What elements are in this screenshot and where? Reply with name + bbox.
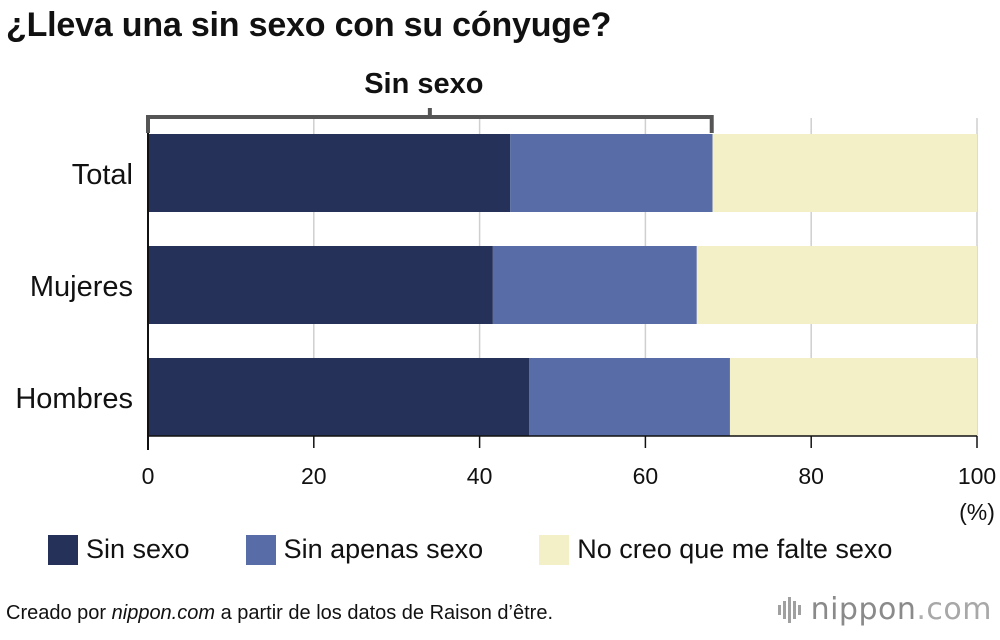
bar-hombres-series-1 xyxy=(529,358,730,436)
legend-swatch-0 xyxy=(48,534,78,565)
legend-label-2: No creo que me falte sexo xyxy=(577,534,893,564)
category-label-mujeres: Mujeres xyxy=(30,271,133,303)
legend-label-0: Sin sexo xyxy=(86,534,190,564)
source-suffix: a partir de los datos de Raison d’être. xyxy=(215,602,553,624)
x-tick-label-80: 80 xyxy=(798,463,824,489)
x-tick-label-0: 0 xyxy=(142,463,155,489)
legend-item-0: Sin sexo xyxy=(48,534,190,565)
bar-total-series-2 xyxy=(712,134,977,212)
chart-title: ¿Lleva una sin sexo con su cónyuge? xyxy=(6,6,612,44)
legend-swatch-1 xyxy=(245,534,276,565)
annotation-bracket xyxy=(146,115,714,133)
bar-total-series-0 xyxy=(148,134,511,212)
x-tick-label-100: 100 xyxy=(958,463,996,489)
annotation-label: Sin sexo xyxy=(364,68,483,100)
logo-dot: . xyxy=(916,592,927,627)
bar-hombres-series-2 xyxy=(729,358,977,436)
logo-tld: com xyxy=(926,592,992,627)
source-site: nippon.com xyxy=(111,602,216,624)
legend-item-2: No creo que me falte sexo xyxy=(539,534,892,565)
legend-item-1: Sin apenas sexo xyxy=(245,534,484,565)
bar-mujeres-series-2 xyxy=(696,246,977,324)
x-tick-label-40: 40 xyxy=(467,463,493,489)
legend-swatch-2 xyxy=(539,534,570,565)
logo-name: nippon xyxy=(810,592,917,627)
chart-legend: Sin sexo Sin apenas sexo No creo que me fa… xyxy=(48,534,948,565)
logo-bars-icon xyxy=(777,596,803,624)
source-prefix: Creado por xyxy=(6,602,112,624)
source-note: Creado por nippon.com a partir de los da… xyxy=(6,602,553,625)
category-label-total: Total xyxy=(72,159,133,191)
bar-mujeres-series-1 xyxy=(492,246,697,324)
bar-mujeres-series-0 xyxy=(148,246,493,324)
category-label-hombres: Hombres xyxy=(15,383,133,415)
chart-plot: Total Mujeres Hombres 0 20 40 60 80 100 (%) Sin se… xyxy=(15,68,996,525)
bar-hombres-series-0 xyxy=(148,358,530,436)
bar-total-series-1 xyxy=(510,134,713,212)
nippon-logo: nippon. com xyxy=(777,592,992,627)
legend-label-1: Sin apenas sexo xyxy=(283,534,484,564)
x-unit-label: (%) xyxy=(959,499,995,525)
x-tick-label-60: 60 xyxy=(633,463,659,489)
x-tick-label-20: 20 xyxy=(301,463,327,489)
